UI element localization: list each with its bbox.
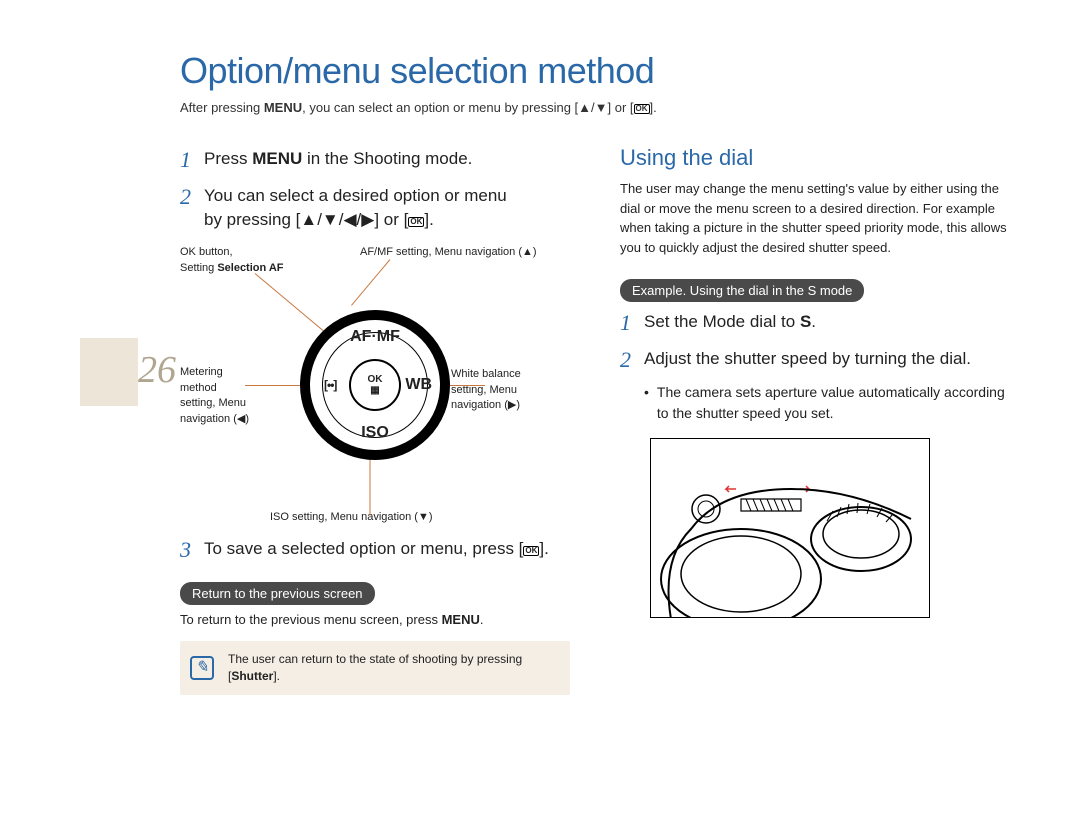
dial-top-label: AF·MF: [350, 328, 400, 346]
callout-iso: ISO setting, Menu navigation (▼): [270, 510, 433, 525]
right-step-1: 1 Set the Mode dial to S.: [620, 308, 1010, 339]
right-bullet: The camera sets aperture value automatic…: [644, 382, 1010, 424]
page-subtitle: After pressing MENU, you can select an o…: [180, 100, 1010, 115]
callout-line: [245, 385, 300, 386]
step-3: 3 To save a selected option or menu, pre…: [180, 535, 570, 566]
example-pill: Example. Using the dial in the S mode: [620, 279, 864, 302]
callout-line: [351, 260, 390, 307]
page-content: Option/menu selection method After press…: [0, 0, 1080, 725]
dial-right-label: WB: [405, 376, 432, 394]
step-1: 1 Press MENU in the Shooting mode.: [180, 145, 570, 176]
dial-left-icon: [••]: [324, 378, 336, 392]
ok-icon-inline: OK: [634, 104, 650, 114]
callout-wb: White balance setting, Menu navigation (…: [451, 367, 546, 413]
using-dial-para: The user may change the menu setting's v…: [620, 179, 1010, 257]
note-icon: ✎: [190, 656, 214, 680]
dial-control: AF·MF WB ISO [••] OK ▦: [300, 310, 450, 460]
callout-metering: Metering method setting, Menu navigation…: [180, 365, 250, 427]
menu-bold: MENU: [264, 100, 302, 115]
camera-illustration: [650, 438, 930, 618]
note-box: ✎ The user can return to the state of sh…: [180, 641, 570, 695]
page-title: Option/menu selection method: [180, 50, 1010, 92]
right-column: Using the dial The user may change the m…: [620, 145, 1010, 695]
dial-center-button: OK ▦: [349, 359, 401, 411]
using-dial-heading: Using the dial: [620, 145, 1010, 171]
callout-ok-button: OK button, Setting Selection AF: [180, 245, 290, 276]
right-step-2: 2 Adjust the shutter speed by turning th…: [620, 345, 1010, 376]
ok-icon-inline: OK: [408, 217, 424, 227]
step-2: 2 You can select a desired option or men…: [180, 182, 570, 232]
dial-diagram: OK button, Setting Selection AF AF/MF se…: [180, 245, 570, 525]
return-text: To return to the previous menu screen, p…: [180, 611, 570, 629]
left-column: 1 Press MENU in the Shooting mode. 2 You…: [180, 145, 570, 695]
return-pill: Return to the previous screen: [180, 582, 375, 605]
dial-bottom-label: ISO: [361, 424, 389, 442]
callout-line: [370, 456, 371, 516]
